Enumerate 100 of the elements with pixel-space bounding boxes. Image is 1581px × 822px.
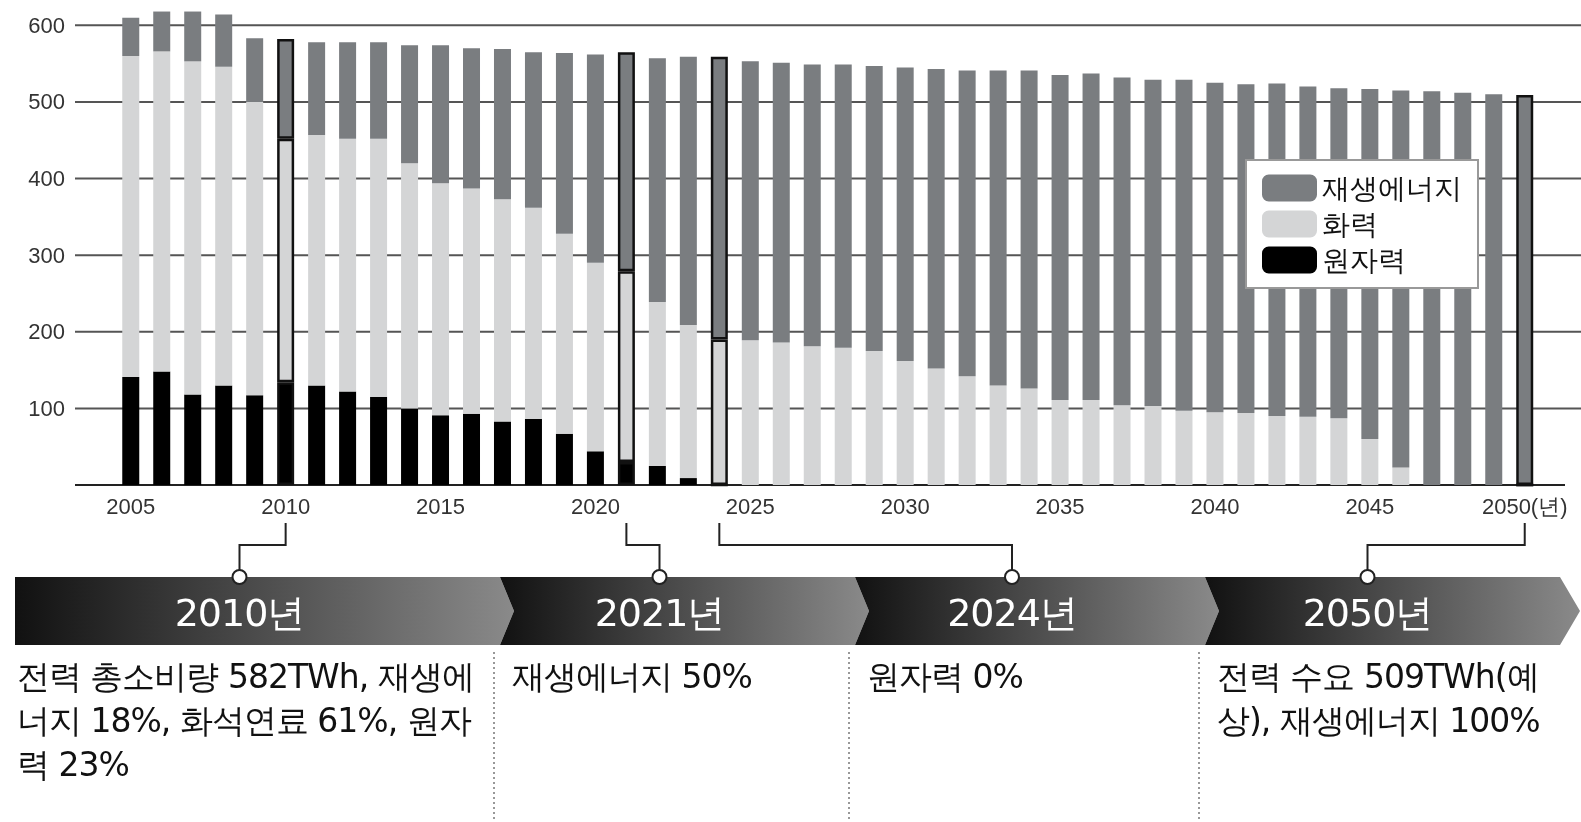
text: 재생에너지 50% xyxy=(512,656,753,698)
bar xyxy=(1516,95,1534,485)
bar xyxy=(1144,79,1162,407)
bar xyxy=(1020,70,1038,389)
text: 원자력 0% xyxy=(867,656,1024,698)
bar xyxy=(1051,399,1069,485)
bar xyxy=(555,433,573,485)
bar xyxy=(339,138,357,392)
x-tick-label: 2010 xyxy=(261,493,311,519)
bar xyxy=(122,376,140,485)
bar xyxy=(1175,410,1193,485)
x-tick-label: 2040 xyxy=(1190,493,1240,519)
bar xyxy=(463,188,481,414)
x-tick-label: 2020 xyxy=(570,493,620,519)
bar xyxy=(432,415,450,485)
x-tick-label: 2015 xyxy=(416,493,466,519)
annotation: 2021년 xyxy=(594,590,725,637)
bar xyxy=(370,42,388,139)
bar xyxy=(586,451,604,485)
bar xyxy=(1175,79,1193,411)
x-tick-label: 2050(년) xyxy=(1481,493,1568,519)
bar xyxy=(1206,412,1224,485)
bar xyxy=(555,52,573,234)
bar xyxy=(865,65,883,351)
bar xyxy=(834,64,852,348)
bar xyxy=(463,413,481,485)
bar xyxy=(493,421,511,485)
y-tick-label: 600 xyxy=(28,12,65,38)
bar xyxy=(1330,418,1348,485)
bar xyxy=(1361,439,1379,485)
x-tick-label: 2045 xyxy=(1345,493,1395,519)
bar xyxy=(1051,75,1069,400)
bar xyxy=(648,58,666,302)
annotation: 2024년 xyxy=(947,590,1077,637)
bar xyxy=(432,45,450,184)
bar xyxy=(308,42,326,135)
bar xyxy=(432,183,450,416)
bar xyxy=(555,233,573,434)
bar xyxy=(1485,94,1503,485)
bar xyxy=(524,419,542,485)
bar xyxy=(339,391,357,485)
bar xyxy=(586,262,604,452)
bar xyxy=(122,17,140,56)
bar xyxy=(896,360,914,485)
bar xyxy=(865,350,883,485)
bar xyxy=(648,301,666,466)
bar xyxy=(958,70,976,377)
y-tick-label: 300 xyxy=(28,242,65,268)
bar xyxy=(1144,406,1162,485)
bar xyxy=(586,54,604,263)
annotation: 2050년 xyxy=(1302,590,1433,637)
bar xyxy=(308,134,326,386)
bar xyxy=(772,342,790,485)
legend-label: 재생에너지 xyxy=(1322,171,1462,205)
bar xyxy=(215,385,233,485)
y-tick-label: 100 xyxy=(28,395,65,421)
bar xyxy=(679,478,697,485)
bar xyxy=(803,346,821,485)
bar xyxy=(927,68,945,369)
bar xyxy=(679,56,697,325)
bar xyxy=(772,62,790,343)
text: 전력 수요 509TWh(예상), 재생에너지 100% xyxy=(1217,656,1541,742)
bar xyxy=(493,49,511,200)
bar xyxy=(463,48,481,189)
x-tick-label: 2025 xyxy=(725,493,775,519)
bar xyxy=(246,395,264,485)
bar xyxy=(370,396,388,485)
annotation: 2010년 xyxy=(174,590,305,637)
bar xyxy=(989,385,1007,485)
bar xyxy=(679,324,697,479)
bar xyxy=(401,45,419,164)
bar xyxy=(401,163,419,409)
bar xyxy=(1392,467,1410,485)
legend-label: 원자력 xyxy=(1322,243,1406,277)
bar xyxy=(524,52,542,208)
bar xyxy=(524,207,542,420)
bar xyxy=(184,394,202,485)
bar xyxy=(215,66,233,386)
text: 전력 총소비량 582TWh, 재생에너지 18%, 화석연료 61%, 원자력 23% xyxy=(17,656,475,786)
bar xyxy=(246,101,264,396)
bar xyxy=(648,465,666,485)
y-tick-label: 200 xyxy=(28,319,65,345)
bar xyxy=(184,11,202,62)
bar xyxy=(339,42,357,139)
bar xyxy=(215,14,233,67)
bar xyxy=(1206,82,1224,413)
bar xyxy=(308,385,326,485)
bar xyxy=(122,55,140,377)
bar xyxy=(1082,399,1100,485)
bar xyxy=(958,376,976,485)
bar xyxy=(1268,416,1286,485)
y-tick-label: 400 xyxy=(28,166,65,192)
x-tick-label: 2035 xyxy=(1035,493,1085,519)
bar xyxy=(1113,405,1131,485)
bar xyxy=(370,138,388,397)
bar xyxy=(1113,77,1131,406)
bar xyxy=(741,340,759,485)
bar xyxy=(896,67,914,361)
bar xyxy=(834,347,852,485)
x-tick-label: 2030 xyxy=(880,493,930,519)
